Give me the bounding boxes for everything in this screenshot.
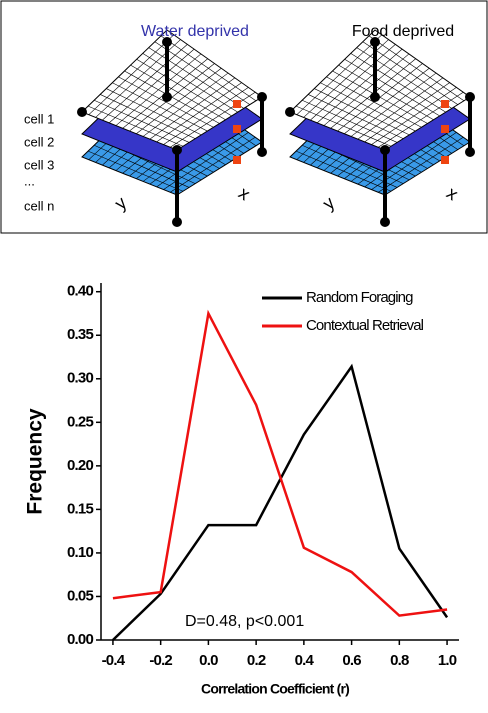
y-tick-label: 0.35: [67, 326, 93, 343]
y-tick-label: 0.20: [67, 457, 93, 474]
grid: [170, 91, 256, 148]
grid: [295, 150, 392, 192]
grid: [163, 87, 249, 145]
node: [257, 147, 267, 157]
x-tick-label: 0.0: [199, 652, 218, 669]
grid: [136, 68, 222, 134]
grid: [87, 105, 184, 147]
cell-label: cell n: [24, 198, 54, 213]
x-axis-title: Correlation Coefficient (r): [201, 681, 349, 697]
x-tick-label: -0.4: [102, 652, 126, 669]
x-tick-label: 0.8: [390, 652, 409, 669]
grid: [94, 100, 190, 143]
cell-label: cell 1: [24, 111, 54, 126]
x-tick-label: 0.4: [295, 652, 315, 669]
y-tick-label: 0.25: [67, 413, 93, 430]
y-tick-label: 0.15: [67, 500, 93, 517]
x-tick-label: 0.2: [247, 652, 266, 669]
y-tick-label: 0.00: [67, 631, 93, 648]
cell-marker: [233, 125, 241, 133]
node: [380, 217, 390, 227]
annotation: D=0.48, p<0.001: [185, 613, 304, 630]
y-axis-title: Frequency: [24, 408, 47, 515]
grid: [94, 145, 190, 188]
node: [285, 107, 295, 117]
grid: [100, 94, 196, 139]
grid: [308, 94, 404, 139]
cell-marker: [233, 156, 241, 164]
grid: [364, 82, 450, 143]
node: [257, 92, 267, 102]
node: [77, 107, 87, 117]
cell-marker: [441, 100, 449, 108]
grid: [156, 82, 242, 143]
node: [370, 92, 380, 102]
grid: [378, 136, 464, 193]
grid: [332, 70, 428, 124]
node: [162, 37, 172, 47]
cell-marker: [441, 125, 449, 133]
x-tick-label: 1.0: [438, 652, 457, 669]
grid: [378, 91, 464, 148]
node: [370, 37, 380, 47]
y-tick-label: 0.05: [67, 587, 93, 604]
grid: [142, 72, 229, 137]
grid: [320, 82, 416, 132]
y-tick-label: 0.30: [67, 370, 93, 387]
cell-marker: [233, 100, 241, 108]
grid: [371, 87, 457, 145]
grid: [302, 145, 398, 188]
grid: [124, 70, 220, 124]
panel-title: Food deprived: [352, 23, 454, 40]
cell-label: cell 3: [24, 157, 54, 172]
legend-label: Random Foraging: [306, 289, 413, 306]
grid: [314, 88, 410, 136]
series-line: [112, 363, 449, 641]
legend-label: Contextual Retrieval: [306, 317, 424, 334]
grid: [357, 77, 444, 140]
grid: [170, 136, 256, 193]
node: [465, 147, 475, 157]
chart: 0.00 0.05 0.10 0.15 0.20 0.25 0.30 0.35 0.40 -0.4…: [24, 283, 459, 697]
x-tick-label: 0.6: [342, 652, 361, 669]
grid: [302, 100, 398, 143]
grid: [326, 76, 422, 128]
grid: [112, 82, 208, 132]
grid: [295, 105, 392, 147]
cell-label: cell 2: [24, 134, 54, 149]
node: [380, 145, 390, 155]
grid: [350, 72, 437, 137]
x-tick-label: -0.2: [149, 652, 172, 669]
node: [465, 92, 475, 102]
grid: [106, 88, 202, 136]
panel-title: Water deprived: [141, 23, 249, 40]
node: [162, 92, 172, 102]
cell-label: ...: [24, 173, 35, 188]
node: [172, 145, 182, 155]
grid: [87, 150, 184, 192]
grid: [118, 76, 214, 128]
series-line: [112, 309, 448, 617]
cell-marker: [441, 156, 449, 164]
node: [172, 217, 182, 227]
grid: [344, 68, 430, 134]
grid: [149, 77, 236, 140]
y-tick-label: 0.40: [67, 283, 93, 300]
y-tick-label: 0.10: [67, 544, 93, 561]
